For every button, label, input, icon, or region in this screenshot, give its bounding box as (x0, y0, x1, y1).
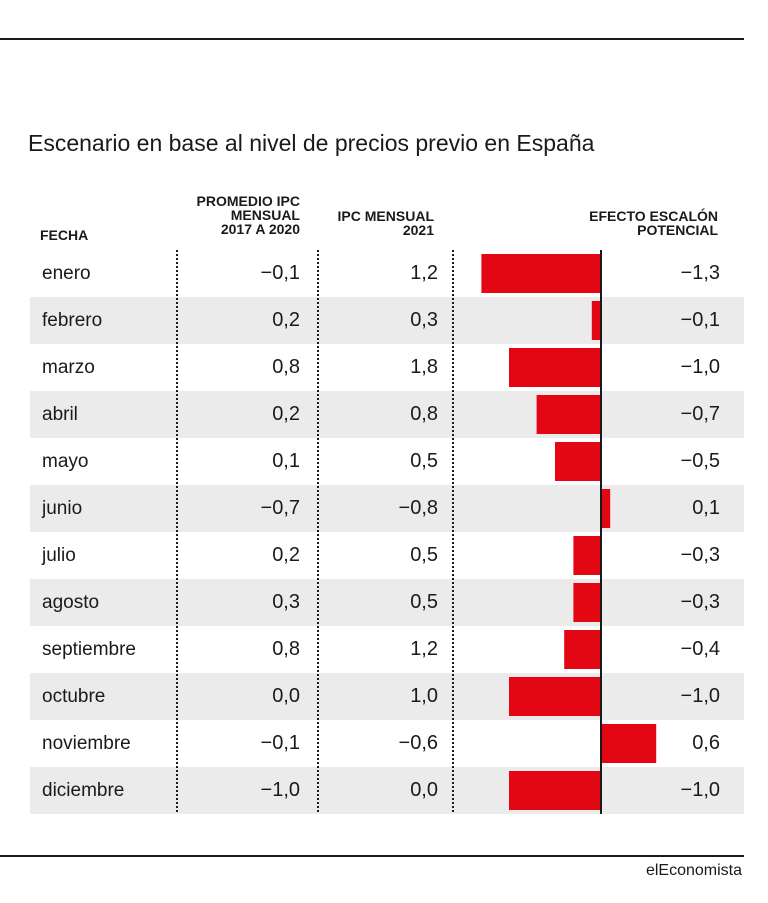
month-cell: noviembre (42, 733, 131, 754)
table-row: marzo 0,8 1,8 −1,0 (30, 344, 744, 391)
header-ipc-line-2: 2021 (402, 222, 434, 238)
table-row: enero −0,1 1,2 −1,3 (30, 250, 744, 297)
month-cell: febrero (42, 310, 103, 331)
promedio-cell: −0,1 (260, 262, 300, 284)
efecto-bar (536, 395, 601, 434)
ipc-cell: 1,8 (410, 356, 438, 378)
ipc-cell: −0,8 (398, 497, 438, 519)
efecto-bar (481, 254, 601, 293)
header-efecto-line-2: POTENCIAL (637, 222, 718, 238)
efecto-bar (564, 630, 601, 669)
ipc-cell: −0,6 (398, 732, 438, 754)
header-efecto-line-1: EFECTO ESCALÓN (589, 208, 718, 224)
efecto-cell: 0,6 (692, 732, 720, 754)
header-promedio-line-3: 2017 A 2020 (220, 221, 300, 237)
month-cell: agosto (42, 592, 100, 613)
ipc-cell: 0,3 (410, 309, 438, 331)
ipc-cell: 1,2 (410, 262, 438, 284)
promedio-cell: −1,0 (260, 779, 300, 801)
efecto-cell: −0,3 (680, 591, 720, 613)
header-promedio-line-1: PROMEDIO IPC (196, 193, 300, 209)
promedio-cell: 0,0 (272, 685, 300, 707)
ipc-cell: 0,8 (410, 403, 438, 425)
table-row: diciembre −1,0 0,0 −1,0 (30, 767, 744, 814)
ipc-cell: 0,5 (410, 544, 438, 566)
efecto-cell: −1,0 (680, 356, 720, 378)
ipc-cell: 1,0 (410, 685, 438, 707)
table-row: septiembre 0,8 1,2 −0,4 (30, 626, 744, 673)
month-cell: diciembre (42, 780, 125, 801)
table-row: noviembre −0,1 −0,6 0,6 (30, 720, 744, 767)
promedio-cell: 0,2 (272, 309, 300, 331)
month-cell: octubre (42, 686, 106, 707)
column-divider-1 (176, 250, 178, 812)
month-cell: enero (42, 263, 91, 284)
chart-title: Escenario en base al nivel de precios pr… (28, 130, 595, 156)
header-efecto: EFECTO ESCALÓN POTENCIAL (560, 209, 718, 237)
ipc-cell: 0,0 (410, 779, 438, 801)
month-cell: mayo (42, 451, 89, 472)
month-cell: abril (42, 404, 78, 425)
efecto-cell: −0,5 (680, 450, 720, 472)
promedio-cell: 0,2 (272, 544, 300, 566)
header-promedio-line-2: MENSUAL (230, 207, 300, 223)
header-ipc-line-1: IPC MENSUAL (337, 208, 434, 224)
promedio-cell: 0,3 (272, 591, 300, 613)
promedio-cell: 0,1 (272, 450, 300, 472)
table-row: octubre 0,0 1,0 −1,0 (30, 673, 744, 720)
header-ipc: IPC MENSUAL 2021 (310, 209, 434, 237)
promedio-cell: 0,8 (272, 638, 300, 660)
month-cell: julio (42, 545, 76, 566)
table-row: junio −0,7 −0,8 0,1 (30, 485, 744, 532)
efecto-bar (573, 583, 601, 622)
table-row: agosto 0,3 0,5 −0,3 (30, 579, 744, 626)
efecto-cell: −0,3 (680, 544, 720, 566)
promedio-cell: 0,8 (272, 356, 300, 378)
efecto-bar (555, 442, 601, 481)
efecto-cell: −1,3 (680, 262, 720, 284)
ipc-cell: 0,5 (410, 450, 438, 472)
month-cell: junio (42, 498, 83, 519)
efecto-bar (601, 724, 657, 763)
header-fecha: FECHA (40, 227, 89, 243)
header-promedio: PROMEDIO IPC MENSUAL 2017 A 2020 (150, 194, 300, 236)
efecto-bar (601, 489, 611, 528)
efecto-cell: −0,4 (680, 638, 720, 660)
efecto-bar (509, 677, 601, 716)
top-rule (0, 38, 744, 40)
bottom-rule (0, 855, 744, 857)
month-cell: marzo (42, 357, 95, 378)
ipc-cell: 1,2 (410, 638, 438, 660)
table-row: julio 0,2 0,5 −0,3 (30, 532, 744, 579)
promedio-cell: −0,1 (260, 732, 300, 754)
efecto-bar (573, 536, 601, 575)
efecto-bar (509, 348, 601, 387)
efecto-cell: 0,1 (692, 497, 720, 519)
promedio-cell: 0,2 (272, 403, 300, 425)
promedio-cell: −0,7 (260, 497, 300, 519)
efecto-bar (591, 301, 601, 340)
month-cell: septiembre (42, 639, 136, 660)
table-row: mayo 0,1 0,5 −0,5 (30, 438, 744, 485)
efecto-cell: −0,7 (680, 403, 720, 425)
source-credit: elEconomista (645, 862, 742, 879)
efecto-cell: −0,1 (680, 309, 720, 331)
column-divider-2 (317, 250, 319, 812)
efecto-cell: −1,0 (680, 779, 720, 801)
ipc-cell: 0,5 (410, 591, 438, 613)
efecto-cell: −1,0 (680, 685, 720, 707)
column-divider-3 (452, 250, 454, 812)
efecto-bar (509, 771, 601, 810)
table-row: abril 0,2 0,8 −0,7 (30, 391, 744, 438)
table-row: febrero 0,2 0,3 −0,1 (30, 297, 744, 344)
